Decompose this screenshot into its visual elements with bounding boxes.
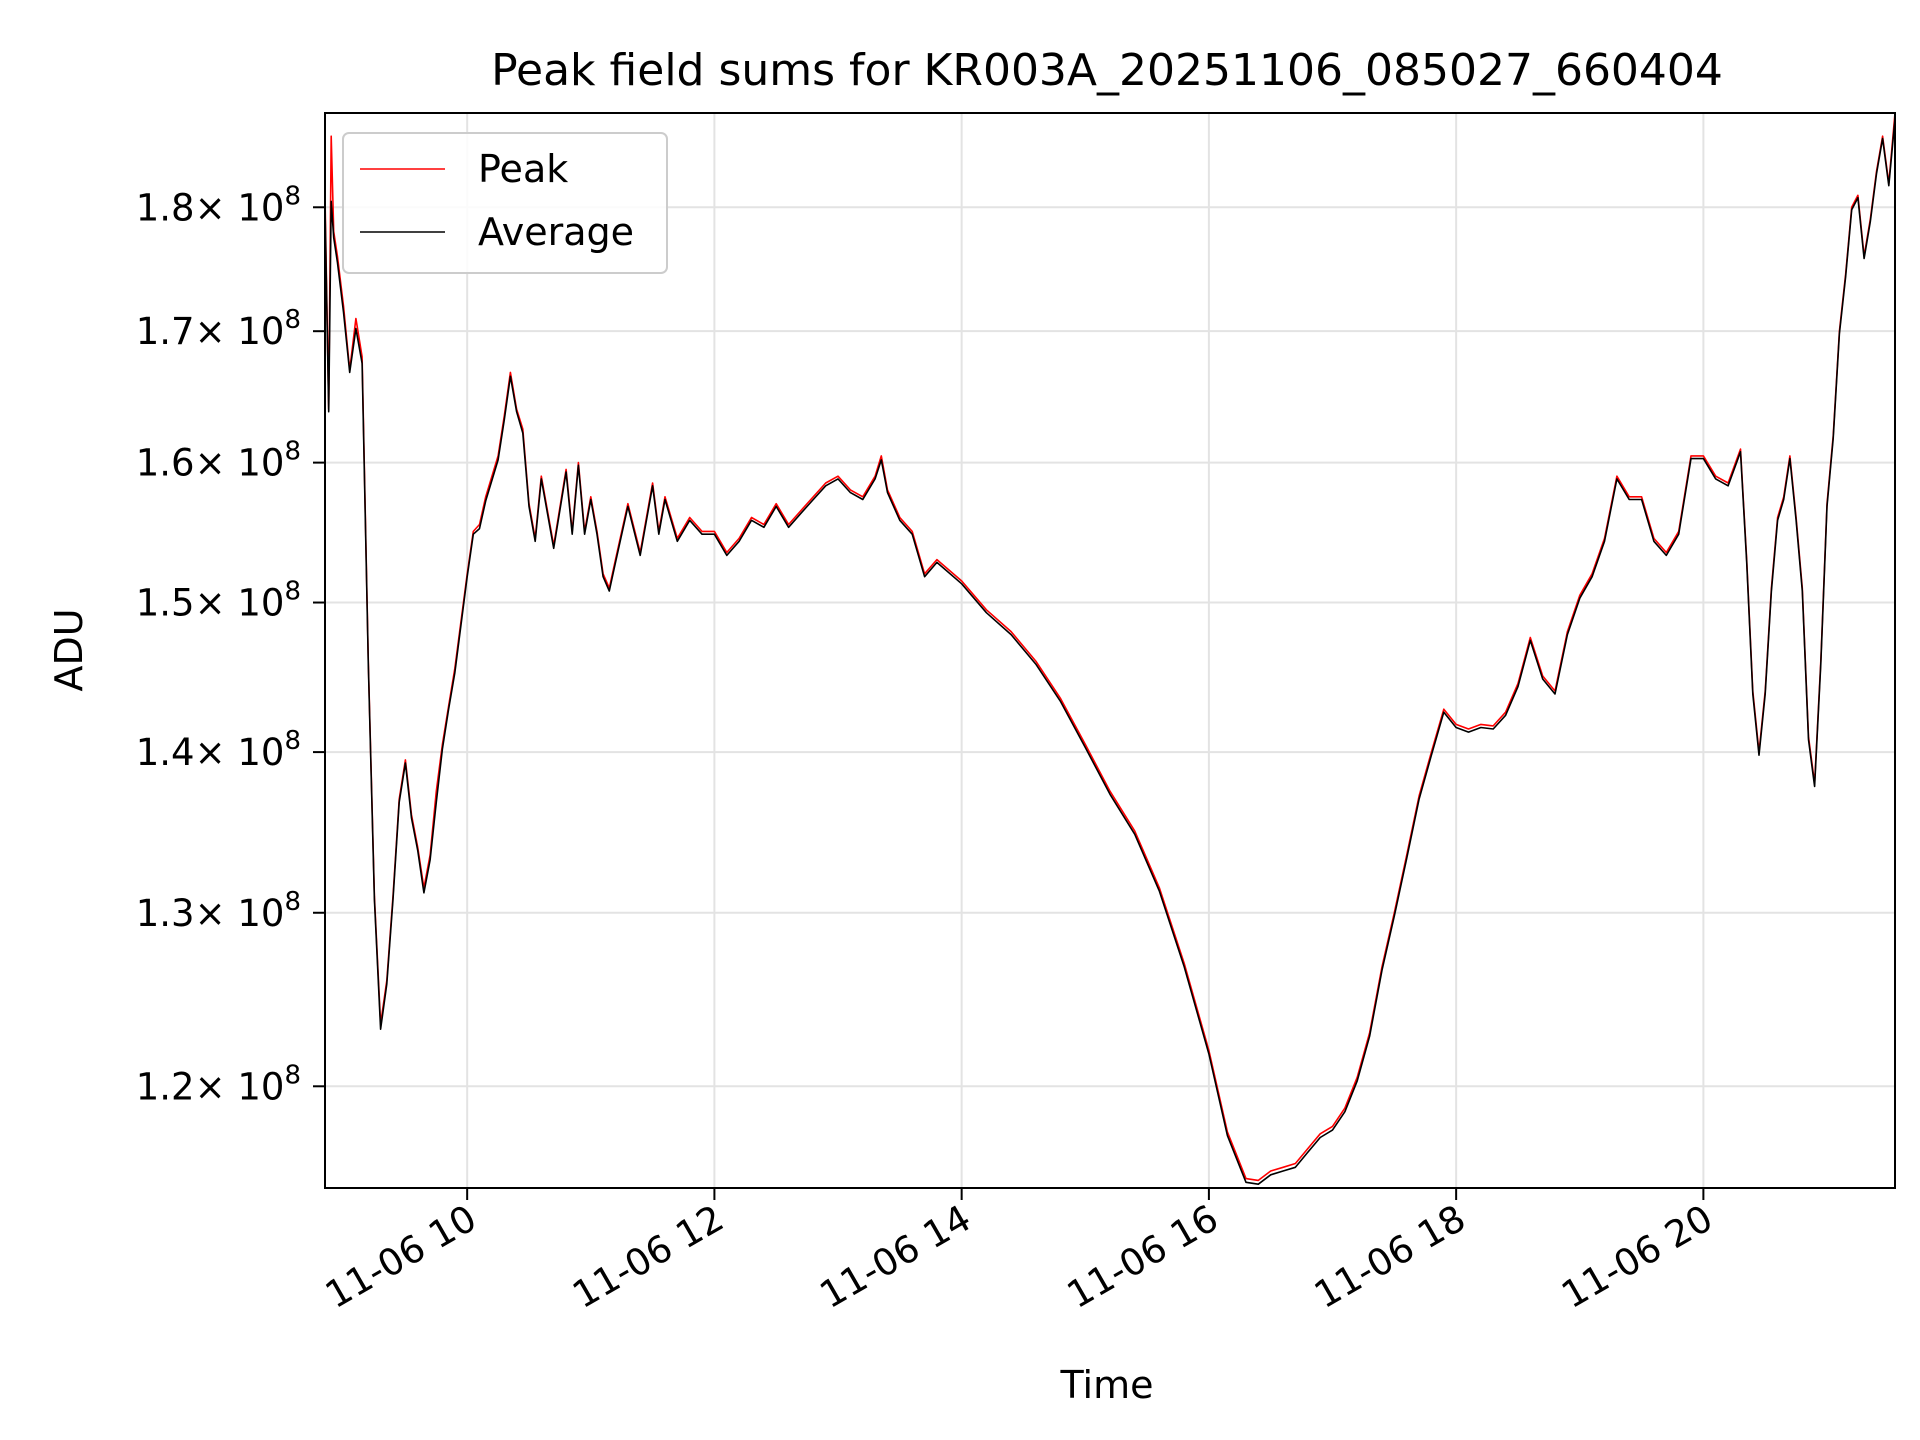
y-tick-label: 1.6× 108 (136, 437, 301, 485)
y-tick-mantissa: 1.2 (136, 1065, 195, 1108)
legend-average-label: Average (478, 210, 634, 254)
legend-box (342, 132, 668, 274)
y-tick-exponent: 8 (284, 726, 301, 756)
legend-peak-label: Peak (478, 147, 568, 191)
y-tick-mantissa: 1.8 (136, 186, 195, 229)
series-line-peak (325, 113, 1895, 1182)
grid (325, 113, 1895, 1188)
y-tick-mantissa: 1.3 (136, 892, 195, 935)
legend: Peak Average (342, 132, 668, 274)
y-tick-mantissa: 1.4 (136, 731, 195, 774)
series-line-average (325, 118, 1895, 1185)
y-tick-multiplier: × 10 (195, 892, 285, 935)
y-tick-multiplier: × 10 (195, 310, 285, 353)
y-tick-multiplier: × 10 (195, 1065, 285, 1108)
y-tick-exponent: 8 (284, 305, 301, 335)
y-tick-label: 1.8× 108 (136, 181, 301, 229)
axes-frame (324, 112, 1896, 1189)
y-tick-multiplier: × 10 (195, 186, 285, 229)
plot-area (325, 113, 1895, 1185)
y-axis-label: ADU (47, 608, 91, 691)
y-tick-exponent: 8 (284, 887, 301, 917)
y-tick-label: 1.4× 108 (136, 726, 301, 774)
y-tick-label: 1.2× 108 (136, 1060, 301, 1108)
y-tick-multiplier: × 10 (195, 582, 285, 625)
y-tick-exponent: 8 (284, 437, 301, 467)
chart-title: Peak field sums for KR003A_20251106_0850… (491, 45, 1723, 96)
y-tick-exponent: 8 (284, 1060, 301, 1090)
y-tick-label: 1.5× 108 (136, 577, 301, 625)
y-tick-label: 1.7× 108 (136, 305, 301, 353)
x-axis-label: Time (1060, 1363, 1154, 1407)
y-tick-mantissa: 1.5 (136, 582, 195, 625)
y-tick-exponent: 8 (284, 181, 301, 211)
y-tick-mantissa: 1.6 (136, 442, 195, 485)
y-tick-multiplier: × 10 (195, 442, 285, 485)
y-tick-label: 1.3× 108 (136, 887, 301, 935)
y-tick-mantissa: 1.7 (136, 310, 195, 353)
y-tick-multiplier: × 10 (195, 731, 285, 774)
y-tick-exponent: 8 (284, 577, 301, 607)
